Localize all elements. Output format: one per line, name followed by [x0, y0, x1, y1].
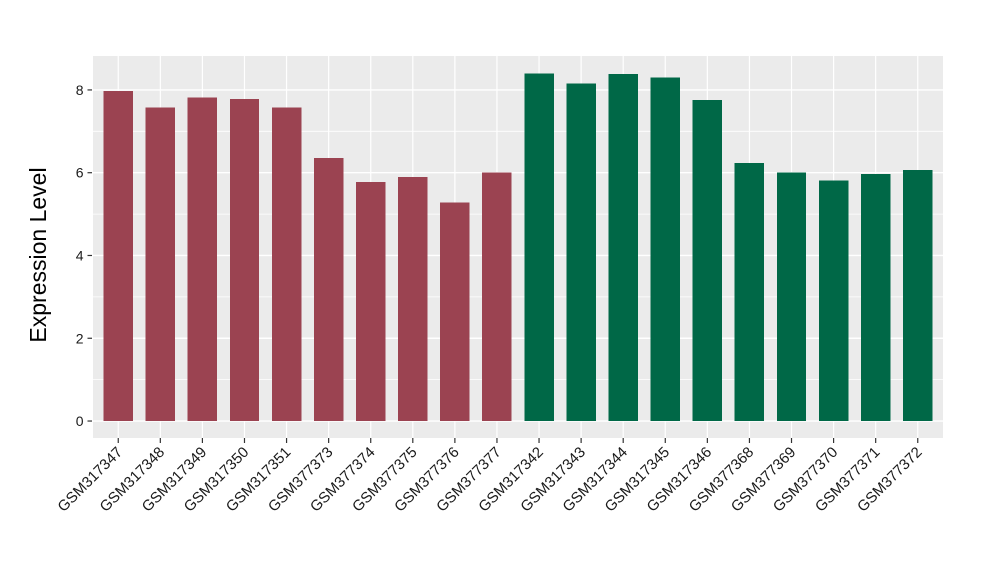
bar — [566, 83, 596, 422]
bar — [103, 91, 133, 422]
bar — [818, 180, 849, 422]
bar — [776, 172, 807, 422]
bar — [398, 176, 428, 422]
y-tick-label: 6 — [76, 165, 84, 181]
bar — [145, 107, 176, 422]
y-tick-label: 4 — [76, 247, 84, 263]
bar — [524, 73, 554, 422]
bar — [608, 74, 638, 422]
y-tick-label: 0 — [76, 413, 84, 429]
plot-panel — [93, 56, 943, 438]
bar — [440, 202, 470, 422]
bar — [229, 99, 260, 422]
bar — [734, 163, 765, 422]
bar — [313, 157, 344, 422]
bar — [271, 107, 302, 422]
bar — [650, 77, 681, 422]
bar — [860, 173, 891, 422]
bar — [903, 170, 933, 422]
y-tick-label: 8 — [76, 82, 84, 98]
y-axis-title: Expression Level — [25, 167, 51, 342]
bar — [355, 181, 386, 422]
y-tick-label: 2 — [76, 330, 84, 346]
bar — [187, 97, 218, 422]
bar — [482, 172, 512, 422]
bar — [692, 99, 723, 422]
